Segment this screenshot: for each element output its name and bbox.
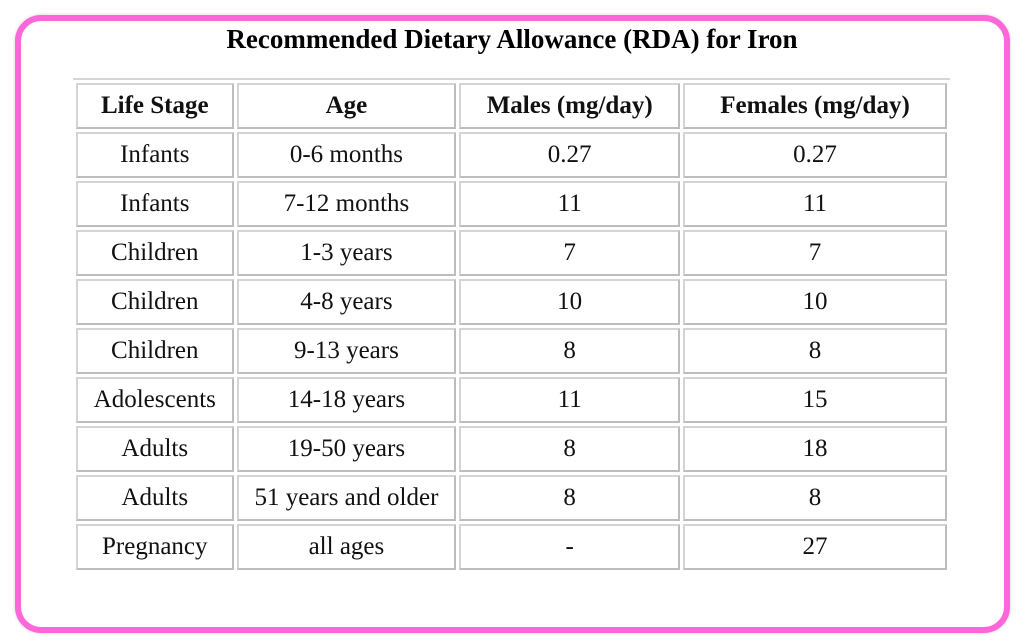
cell-life-stage: Children xyxy=(76,328,234,374)
rda-iron-table: Life Stage Age Males (mg/day) Females (m… xyxy=(73,78,950,573)
cell-life-stage: Pregnancy xyxy=(76,524,234,570)
cell-females: 8 xyxy=(683,475,947,521)
cell-females: 0.27 xyxy=(683,132,947,178)
cell-age: 51 years and older xyxy=(236,475,457,521)
cell-age: 9-13 years xyxy=(236,328,457,374)
rda-table-container: Life Stage Age Males (mg/day) Females (m… xyxy=(73,78,950,593)
cell-age: 14-18 years xyxy=(236,377,457,423)
cell-females: 8 xyxy=(683,328,947,374)
table-row: Children 9-13 years 8 8 xyxy=(76,328,947,374)
table-title: Recommended Dietary Allowance (RDA) for … xyxy=(226,24,798,54)
table-row: Pregnancy all ages - 27 xyxy=(76,524,947,570)
cell-life-stage: Adults xyxy=(76,426,234,472)
table-row: Infants 0-6 months 0.27 0.27 xyxy=(76,132,947,178)
cell-females: 11 xyxy=(683,181,947,227)
cell-age: all ages xyxy=(236,524,457,570)
cell-age: 19-50 years xyxy=(236,426,457,472)
table-row: Adolescents 14-18 years 11 15 xyxy=(76,377,947,423)
header-males: Males (mg/day) xyxy=(459,83,681,129)
table-row: Infants 7-12 months 11 11 xyxy=(76,181,947,227)
cell-age: 0-6 months xyxy=(236,132,457,178)
cell-females: 7 xyxy=(683,230,947,276)
cell-life-stage: Adults xyxy=(76,475,234,521)
cell-males: - xyxy=(459,524,681,570)
cell-age: 7-12 months xyxy=(236,181,457,227)
cell-males: 8 xyxy=(459,426,681,472)
table-row: Adults 51 years and older 8 8 xyxy=(76,475,947,521)
cell-males: 0.27 xyxy=(459,132,681,178)
cell-life-stage: Children xyxy=(76,230,234,276)
header-age: Age xyxy=(236,83,457,129)
cell-life-stage: Adolescents xyxy=(76,377,234,423)
table-row: Adults 19-50 years 8 18 xyxy=(76,426,947,472)
table-row: Children 4-8 years 10 10 xyxy=(76,279,947,325)
cell-females: 10 xyxy=(683,279,947,325)
cell-life-stage: Infants xyxy=(76,181,234,227)
header-females: Females (mg/day) xyxy=(683,83,947,129)
cell-males: 8 xyxy=(459,328,681,374)
cell-age: 1-3 years xyxy=(236,230,457,276)
header-life-stage: Life Stage xyxy=(76,83,234,129)
cell-males: 11 xyxy=(459,377,681,423)
cell-males: 10 xyxy=(459,279,681,325)
cell-males: 11 xyxy=(459,181,681,227)
cell-life-stage: Infants xyxy=(76,132,234,178)
cell-life-stage: Children xyxy=(76,279,234,325)
cell-females: 18 xyxy=(683,426,947,472)
cell-females: 27 xyxy=(683,524,947,570)
header-row: Life Stage Age Males (mg/day) Females (m… xyxy=(76,83,947,129)
cell-females: 15 xyxy=(683,377,947,423)
cell-age: 4-8 years xyxy=(236,279,457,325)
cell-males: 8 xyxy=(459,475,681,521)
table-row: Children 1-3 years 7 7 xyxy=(76,230,947,276)
cell-males: 7 xyxy=(459,230,681,276)
